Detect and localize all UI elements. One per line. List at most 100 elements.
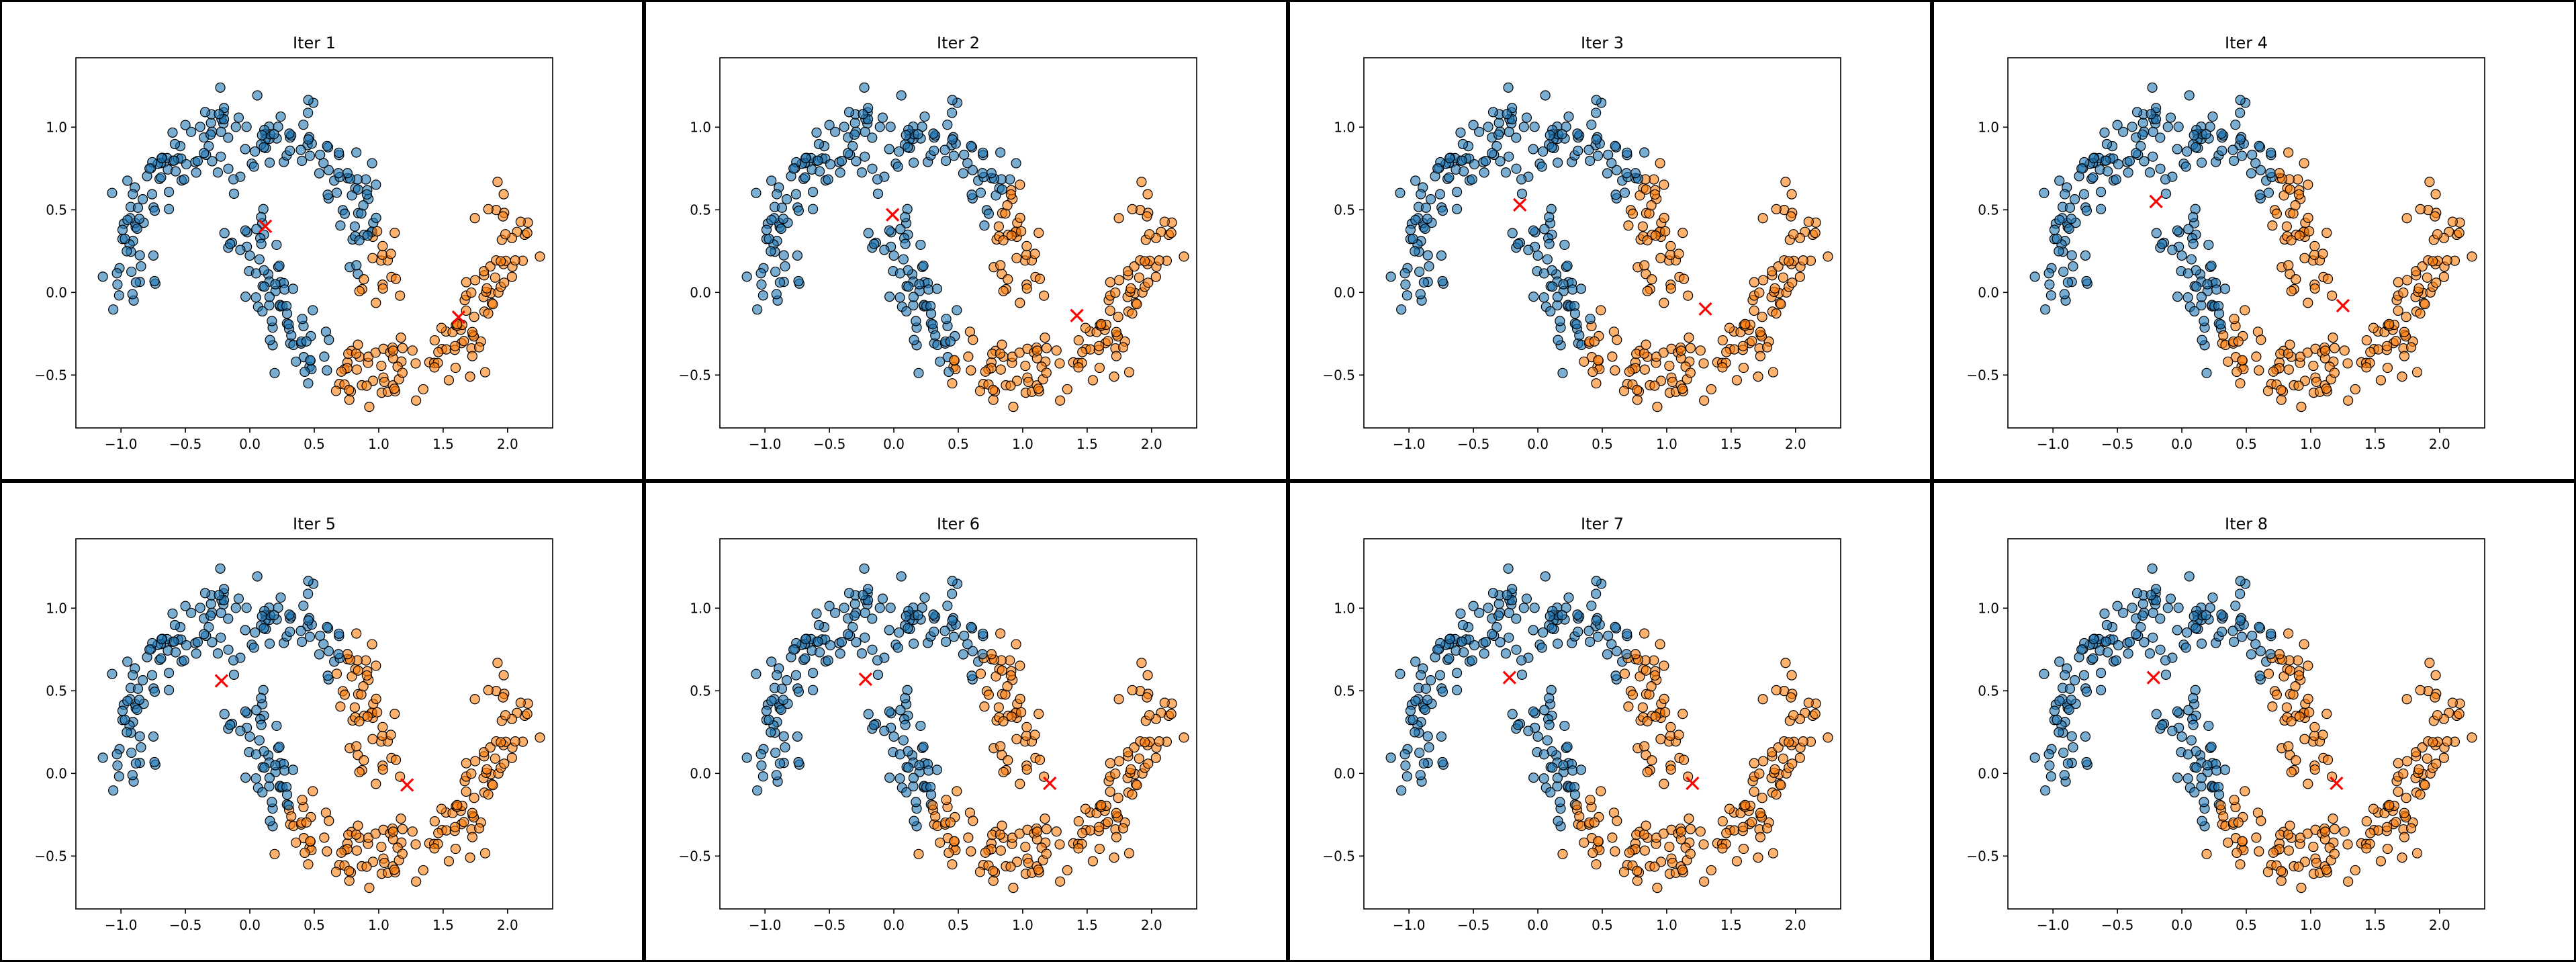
data-point (1706, 865, 1716, 876)
data-point (223, 613, 234, 624)
data-point (1558, 760, 1569, 771)
data-point (2215, 800, 2226, 811)
data-point (2049, 224, 2060, 235)
data-point (900, 238, 911, 249)
data-point (251, 705, 262, 715)
data-point (978, 147, 988, 158)
data-point (1755, 351, 1765, 361)
data-point (2157, 719, 2168, 730)
data-point (966, 189, 977, 200)
data-point (1574, 330, 1585, 341)
data-point (1511, 613, 1522, 624)
data-point (377, 283, 388, 294)
data-point (256, 719, 267, 730)
data-point (2062, 758, 2073, 769)
data-point (1677, 864, 1688, 875)
data-point (1639, 260, 1650, 271)
data-point (1451, 668, 1463, 679)
data-point (2216, 128, 2227, 139)
data-point (1023, 376, 1034, 388)
data-point (1516, 188, 1528, 199)
data-point (156, 152, 167, 163)
data-point (2431, 277, 2442, 288)
data-point (2413, 283, 2424, 294)
data-point (117, 705, 128, 716)
data-point (2124, 637, 2135, 648)
data-point (879, 726, 890, 736)
data-point (305, 355, 316, 365)
data-point (1786, 670, 1797, 681)
data-point (351, 147, 362, 158)
data-point (2172, 773, 2183, 783)
data-point (2286, 716, 2297, 727)
data-point (2393, 277, 2403, 288)
data-point (1545, 787, 1556, 798)
data-point (250, 773, 261, 784)
data-point (1495, 156, 1506, 167)
data-point (1740, 799, 1751, 810)
data-point (1005, 861, 1016, 872)
data-point (771, 770, 782, 781)
data-point (2176, 731, 2187, 742)
data-point (467, 832, 477, 842)
data-point (1575, 283, 1587, 294)
centroid-stroke (214, 674, 228, 688)
data-point (270, 760, 281, 771)
data-point (1395, 668, 1406, 679)
data-point (1780, 658, 1791, 668)
x-tick-label: 0.0 (2171, 436, 2193, 452)
data-point (757, 771, 768, 782)
data-point (1798, 255, 1808, 266)
data-point (2157, 238, 2168, 249)
data-point (522, 709, 533, 719)
centroid-marker-2 (1686, 776, 1700, 791)
data-point (241, 603, 252, 613)
data-point (1665, 249, 1676, 260)
data-point (144, 163, 155, 174)
data-point (510, 255, 520, 266)
data-point (1539, 705, 1550, 715)
data-point (1109, 371, 1119, 382)
data-point (2263, 668, 2274, 679)
y-tick-label: −0.5 (678, 367, 711, 383)
x-tick-label: −0.5 (1457, 917, 1490, 933)
x-tick-label: 0.0 (2171, 917, 2193, 933)
data-point (315, 149, 326, 160)
data-point (2112, 601, 2123, 611)
data-point (766, 246, 776, 257)
data-point (1677, 709, 1688, 719)
data-point (2424, 177, 2435, 187)
data-point (387, 345, 399, 356)
data-point (963, 351, 974, 362)
data-point (1144, 710, 1155, 721)
data-point (203, 140, 214, 152)
data-point (1040, 814, 1050, 824)
data-point (884, 225, 895, 236)
data-point (465, 371, 475, 382)
data-point (1143, 277, 1154, 288)
data-point (941, 636, 952, 647)
data-point (490, 753, 500, 764)
data-point (1784, 256, 1794, 267)
data-point (1039, 290, 1050, 301)
data-point (259, 142, 269, 152)
data-point (410, 839, 421, 850)
data-point (130, 758, 141, 769)
data-point (1823, 251, 1833, 262)
data-point (1105, 305, 1115, 316)
data-point (223, 132, 234, 143)
x-tick-label: −1.0 (749, 436, 782, 452)
data-point (1021, 730, 1032, 741)
data-point (1754, 768, 1765, 779)
data-point (991, 671, 1001, 682)
data-point (2227, 625, 2238, 636)
data-point (1611, 646, 1622, 656)
data-point (506, 752, 517, 763)
data-point (1771, 204, 1782, 214)
x-tick-label: 0.0 (883, 917, 905, 933)
data-point (1649, 670, 1661, 681)
data-point (975, 668, 986, 679)
data-point (1665, 722, 1676, 732)
data-point (113, 771, 124, 782)
data-point (2235, 615, 2246, 626)
